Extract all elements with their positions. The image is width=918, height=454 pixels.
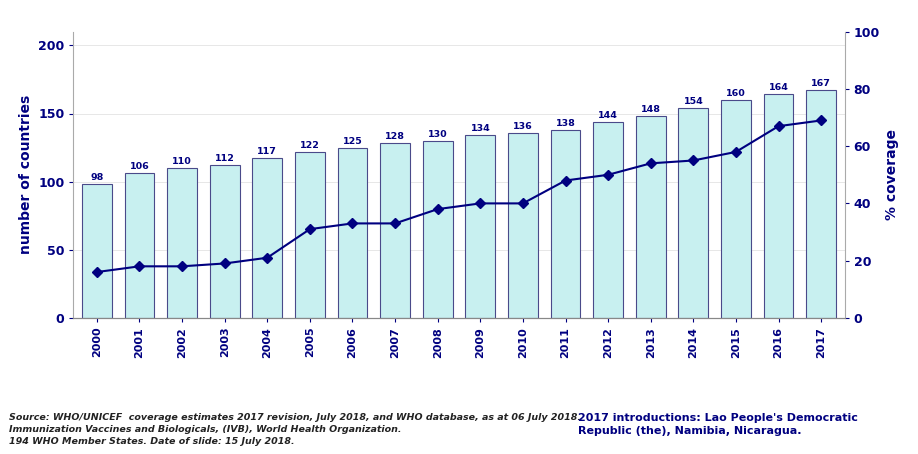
Bar [764, 94, 793, 318]
Bar [167, 168, 197, 318]
Text: 160: 160 [726, 89, 745, 98]
Text: Source: WHO/UNICEF  coverage estimates 2017 revision, July 2018, and WHO databas: Source: WHO/UNICEF coverage estimates 20… [9, 413, 581, 446]
Text: 106: 106 [129, 163, 150, 171]
Bar [210, 165, 240, 318]
Bar [423, 141, 453, 318]
Text: 130: 130 [428, 130, 447, 139]
Bar [295, 152, 325, 318]
Bar [508, 133, 538, 318]
Text: 128: 128 [385, 133, 405, 141]
Text: 134: 134 [470, 124, 490, 133]
Text: 164: 164 [768, 84, 789, 92]
Bar [338, 148, 367, 318]
Bar [252, 158, 282, 318]
Text: 154: 154 [683, 97, 703, 106]
Bar [380, 143, 410, 318]
Text: 125: 125 [342, 137, 363, 145]
Bar [678, 108, 708, 318]
Text: 122: 122 [300, 141, 319, 149]
Text: 148: 148 [641, 105, 661, 114]
Text: 112: 112 [215, 154, 235, 163]
Text: 117: 117 [257, 148, 277, 156]
Bar [82, 184, 112, 318]
Text: 110: 110 [173, 157, 192, 166]
Bar [721, 100, 751, 318]
Bar [551, 130, 580, 318]
Bar [806, 90, 836, 318]
Bar [593, 122, 623, 318]
Text: 167: 167 [812, 79, 831, 88]
Text: 136: 136 [513, 122, 532, 130]
Bar [636, 116, 666, 318]
Text: 2017 introductions: Lao People's Democratic
Republic (the), Namibia, Nicaragua.: 2017 introductions: Lao People's Democra… [578, 413, 858, 436]
Text: 98: 98 [90, 173, 104, 182]
Y-axis label: number of countries: number of countries [18, 95, 33, 254]
Bar [125, 173, 154, 318]
Y-axis label: % coverage: % coverage [885, 129, 900, 220]
Bar [465, 135, 495, 318]
Text: 144: 144 [599, 111, 618, 119]
Text: 138: 138 [555, 119, 576, 128]
